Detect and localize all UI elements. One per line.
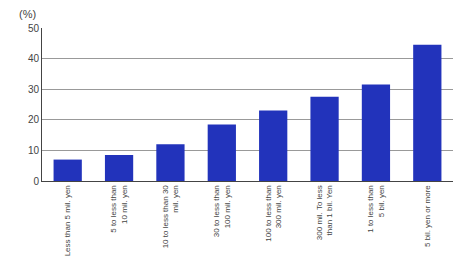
svg-text:20: 20 [28, 114, 40, 125]
svg-text:0: 0 [33, 176, 39, 187]
svg-text:(%): (%) [19, 8, 36, 20]
svg-text:50: 50 [28, 23, 40, 34]
svg-text:Less than 5 mil. yen: Less than 5 mil. yen [63, 185, 72, 256]
svg-text:300 mil. To lessthan 1 bil. Ye: 300 mil. To lessthan 1 bil. Yen [315, 185, 334, 240]
svg-text:40: 40 [28, 53, 40, 64]
svg-text:10 to less than 30mil. yen: 10 to less than 30mil. yen [161, 185, 180, 249]
svg-text:10: 10 [28, 145, 40, 156]
svg-text:1 to less than5 bil. yen: 1 to less than5 bil. yen [366, 185, 385, 233]
svg-text:30 to less than100 mil. yen: 30 to less than100 mil. yen [212, 185, 231, 237]
svg-text:5 to less than10 mil. yen: 5 to less than10 mil. yen [109, 185, 128, 233]
svg-text:5 bil. yen or more: 5 bil. yen or more [423, 185, 432, 247]
svg-text:100 to less than300 mil. yen: 100 to less than300 mil. yen [264, 185, 283, 241]
svg-text:30: 30 [28, 84, 40, 95]
